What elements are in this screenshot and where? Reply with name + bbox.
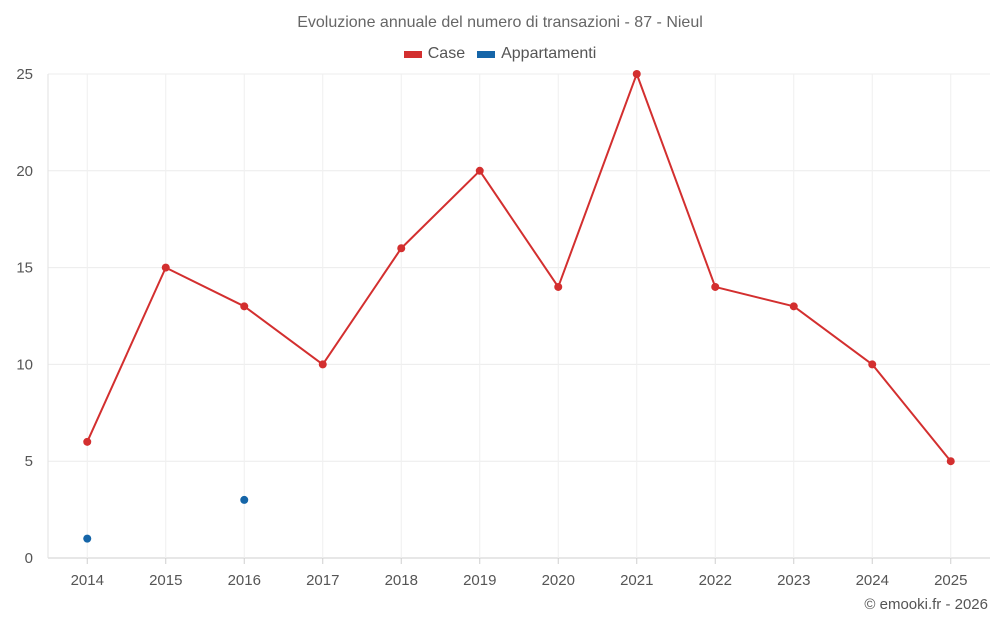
data-point-case[interactable] bbox=[868, 360, 877, 369]
data-point-case[interactable] bbox=[83, 437, 92, 446]
y-tick-label: 5 bbox=[25, 453, 33, 470]
x-tick-label: 2017 bbox=[306, 572, 339, 589]
x-tick-label: 2022 bbox=[699, 572, 732, 589]
chart-title: Evoluzione annuale del numero di transaz… bbox=[297, 14, 703, 31]
data-point-appartamenti[interactable] bbox=[83, 534, 92, 543]
data-point-case[interactable] bbox=[318, 360, 327, 369]
series-layer bbox=[83, 70, 955, 543]
x-tick-label: 2025 bbox=[934, 572, 967, 589]
y-tick-label: 25 bbox=[16, 66, 33, 83]
data-point-case[interactable] bbox=[161, 263, 170, 272]
y-tick-label: 15 bbox=[16, 260, 33, 277]
data-point-case[interactable] bbox=[632, 70, 641, 78]
legend-item-case[interactable]: Case bbox=[403, 45, 466, 63]
x-tick-label: 2024 bbox=[856, 572, 889, 589]
legend-label-case: Case bbox=[427, 45, 466, 62]
data-point-case[interactable] bbox=[946, 457, 955, 466]
x-tick-label: 2020 bbox=[542, 572, 575, 589]
grid bbox=[47, 73, 990, 559]
data-point-case[interactable] bbox=[554, 282, 563, 291]
x-tick-label: 2019 bbox=[463, 572, 496, 589]
data-point-case[interactable] bbox=[397, 244, 406, 253]
y-axis: 0 5 10 15 20 25 bbox=[16, 66, 33, 567]
legend-label-appartamenti: Appartamenti bbox=[501, 45, 597, 62]
series-line-case bbox=[86, 73, 952, 462]
data-point-case[interactable] bbox=[240, 302, 249, 311]
x-tick-label: 2018 bbox=[385, 572, 418, 589]
x-tick-label: 2015 bbox=[149, 572, 182, 589]
data-point-case[interactable] bbox=[711, 282, 720, 291]
x-tick-label: 2016 bbox=[228, 572, 261, 589]
legend-swatch-case bbox=[403, 50, 422, 58]
x-tick-label: 2023 bbox=[777, 572, 810, 589]
legend: Case Appartamenti bbox=[0, 45, 1000, 63]
y-tick-label: 20 bbox=[16, 163, 33, 180]
data-point-case[interactable] bbox=[789, 302, 798, 311]
credit-text: © emooki.fr - 2026 bbox=[864, 596, 988, 613]
x-tick-label: 2021 bbox=[620, 572, 653, 589]
y-tick-label: 0 bbox=[25, 550, 33, 567]
data-point-appartamenti[interactable] bbox=[240, 495, 249, 504]
x-axis: 2014 2015 2016 2017 2018 2019 2020 2021 2022 2023… bbox=[71, 558, 967, 589]
legend-item-appartamenti[interactable]: Appartamenti bbox=[477, 45, 596, 63]
data-point-case[interactable] bbox=[475, 166, 484, 175]
y-tick-label: 10 bbox=[16, 356, 33, 373]
x-tick-label: 2014 bbox=[71, 572, 104, 589]
legend-swatch-appartamenti bbox=[477, 50, 496, 58]
